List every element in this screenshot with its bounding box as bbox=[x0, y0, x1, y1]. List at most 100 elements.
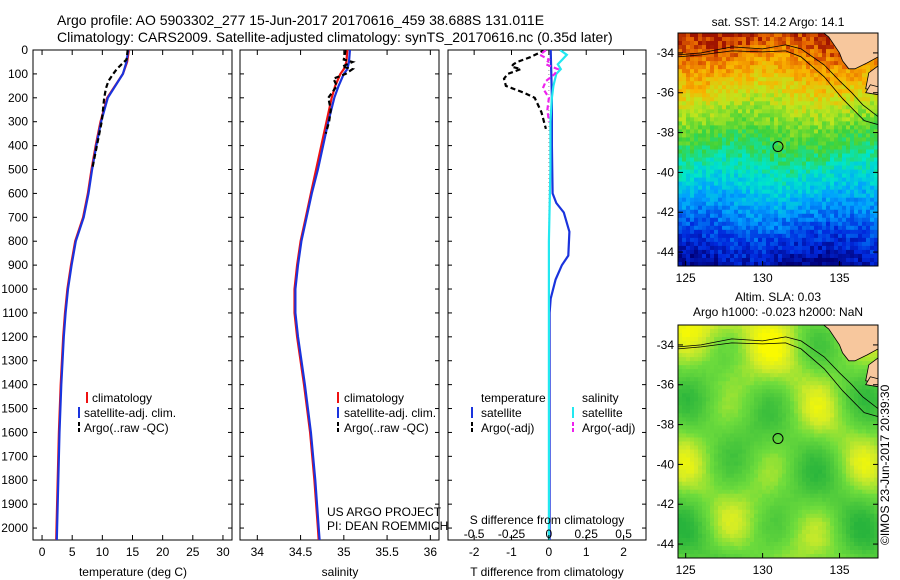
heatmap-cell bbox=[778, 241, 783, 247]
heatmap-cell bbox=[854, 113, 859, 118]
heatmap-cell bbox=[686, 117, 691, 122]
heatmap-cell bbox=[834, 49, 839, 54]
heatmap-cell bbox=[802, 165, 807, 171]
heatmap-cell bbox=[778, 425, 783, 431]
heatmap-cell bbox=[694, 185, 699, 191]
heatmap-cell bbox=[862, 361, 867, 366]
heatmap-cell bbox=[726, 97, 731, 102]
heatmap-cell bbox=[678, 349, 683, 354]
heatmap-cell bbox=[870, 237, 875, 243]
heatmap-cell bbox=[682, 217, 687, 223]
heatmap-cell bbox=[818, 421, 823, 427]
heatmap-cell bbox=[794, 81, 799, 86]
heatmap-cell bbox=[746, 125, 751, 131]
heatmap-cell bbox=[814, 461, 819, 467]
heatmap-cell bbox=[778, 221, 783, 227]
heatmap-cell bbox=[758, 429, 763, 435]
heatmap-cell bbox=[822, 465, 827, 471]
heatmap-cell bbox=[738, 353, 743, 358]
heatmap-cell bbox=[830, 429, 835, 435]
heatmap-cell bbox=[786, 365, 791, 370]
heatmap-cell bbox=[866, 393, 871, 398]
heatmap-cell bbox=[786, 345, 791, 350]
heatmap-cell bbox=[830, 417, 835, 423]
heatmap-cell bbox=[834, 113, 839, 118]
heatmap-cell bbox=[750, 37, 755, 42]
heatmap-cell bbox=[846, 73, 851, 78]
heatmap-cell bbox=[754, 205, 759, 211]
heatmap-cell bbox=[770, 97, 775, 102]
heatmap-cell bbox=[786, 37, 791, 42]
heatmap-cell bbox=[826, 461, 831, 467]
heatmap-cell bbox=[682, 173, 687, 179]
heatmap-cell bbox=[682, 101, 687, 106]
heatmap-cell bbox=[870, 185, 875, 191]
heatmap-cell bbox=[770, 69, 775, 74]
heatmap-cell bbox=[874, 189, 878, 195]
heatmap-cell bbox=[690, 409, 695, 414]
heatmap-cell bbox=[822, 257, 827, 263]
heatmap-cell bbox=[786, 73, 791, 78]
heatmap-cell bbox=[682, 125, 687, 131]
s-diff-tick-label: 0.5 bbox=[615, 527, 632, 541]
heatmap-cell bbox=[698, 61, 703, 66]
heatmap-cell bbox=[718, 453, 723, 459]
heatmap-cell bbox=[806, 237, 811, 243]
heatmap-cell bbox=[690, 337, 695, 342]
heatmap-cell bbox=[794, 389, 799, 394]
heatmap-cell bbox=[762, 89, 767, 94]
heatmap-cell bbox=[802, 45, 807, 50]
heatmap-cell bbox=[870, 429, 875, 435]
heatmap-cell bbox=[782, 37, 787, 42]
heatmap-cell bbox=[710, 237, 715, 243]
heatmap-cell bbox=[826, 93, 831, 98]
heatmap-cell bbox=[794, 117, 799, 122]
heatmap-cell bbox=[730, 409, 735, 414]
heatmap-cell bbox=[698, 241, 703, 247]
heatmap-cell bbox=[686, 169, 691, 175]
heatmap-cell bbox=[742, 385, 747, 390]
heatmap-cell bbox=[698, 137, 703, 143]
heatmap-cell bbox=[794, 33, 799, 38]
heatmap-cell bbox=[702, 401, 707, 406]
heatmap-cell bbox=[686, 165, 691, 171]
heatmap-cell bbox=[842, 205, 847, 211]
heatmap-cell bbox=[682, 389, 687, 394]
heatmap-cell bbox=[794, 245, 799, 251]
heatmap-cell bbox=[870, 153, 875, 159]
heatmap-cell bbox=[718, 109, 723, 114]
heatmap-cell bbox=[722, 353, 727, 358]
heatmap-cell bbox=[798, 445, 803, 451]
heatmap-cell bbox=[738, 381, 743, 386]
heatmap-cell bbox=[850, 177, 855, 183]
heatmap-cell bbox=[726, 261, 731, 266]
heatmap-cell bbox=[786, 169, 791, 175]
heatmap-cell bbox=[778, 185, 783, 191]
heatmap-cell bbox=[730, 349, 735, 354]
heatmap-cell bbox=[854, 377, 859, 382]
project-credit: US ARGO PROJECT bbox=[327, 505, 442, 519]
heatmap-cell bbox=[730, 125, 735, 131]
heatmap-cell bbox=[854, 405, 859, 410]
heatmap-cell bbox=[858, 185, 863, 191]
heatmap-cell bbox=[682, 453, 687, 459]
heatmap-cell bbox=[850, 401, 855, 406]
heatmap-cell bbox=[730, 97, 735, 102]
heatmap-cell bbox=[830, 41, 835, 46]
heatmap-cell bbox=[702, 437, 707, 443]
heatmap-cell bbox=[862, 105, 867, 110]
heatmap-cell bbox=[818, 137, 823, 143]
heatmap-cell bbox=[718, 261, 723, 266]
heatmap-cell bbox=[718, 105, 723, 110]
heatmap-cell bbox=[798, 357, 803, 362]
heatmap-cell bbox=[710, 357, 715, 362]
heatmap-cell bbox=[706, 221, 711, 227]
heatmap-cell bbox=[822, 349, 827, 354]
heatmap-cell bbox=[802, 233, 807, 239]
heatmap-cell bbox=[722, 377, 727, 382]
heatmap-cell bbox=[678, 101, 683, 106]
heatmap-cell bbox=[786, 125, 791, 131]
heatmap-cell bbox=[802, 89, 807, 94]
heatmap-cell bbox=[730, 213, 735, 219]
heatmap-cell bbox=[758, 217, 763, 223]
